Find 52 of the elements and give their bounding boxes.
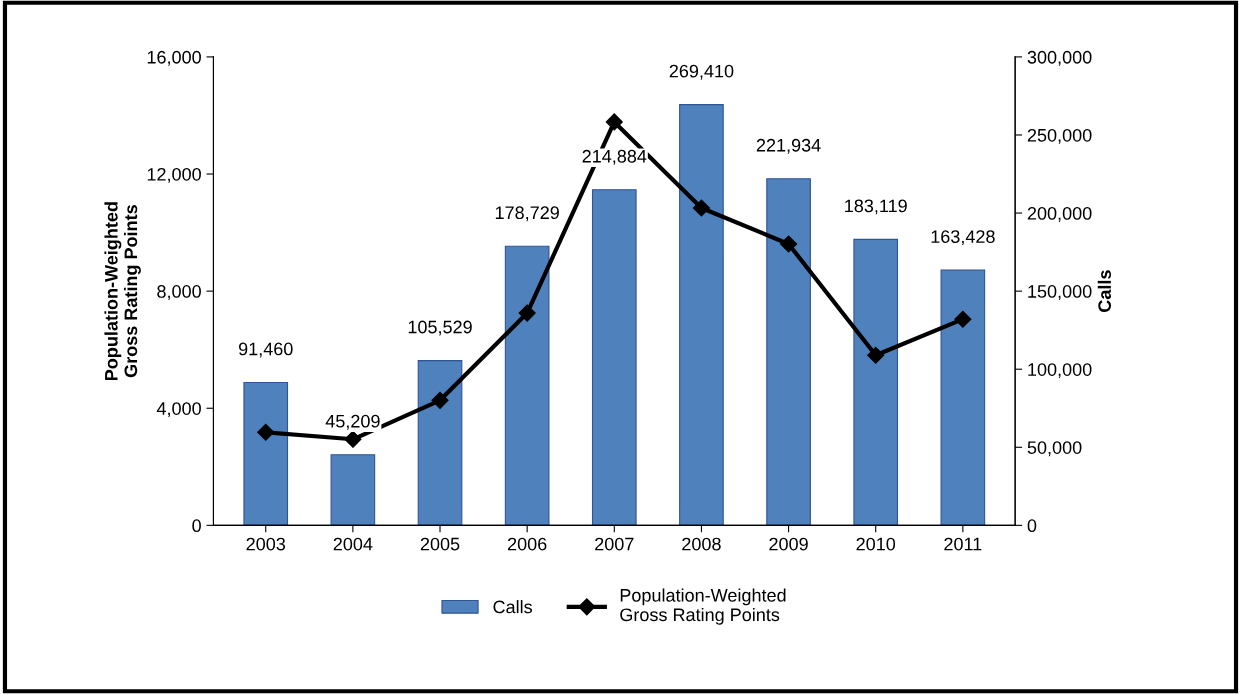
- y-tick-label: 8,000: [157, 285, 201, 300]
- y2-tick-label: 100,000: [1028, 363, 1092, 379]
- point: [954, 310, 972, 328]
- y2-tick-label: 300,000: [1027, 50, 1092, 66]
- point: [431, 391, 449, 409]
- bar: [591, 189, 637, 526]
- legend-label: Calls: [493, 600, 533, 614]
- y2-tick-label: 250,000: [1027, 128, 1092, 144]
- y2-tick-label: 50,000: [1027, 441, 1082, 457]
- point: [692, 199, 710, 217]
- bar: [330, 454, 376, 526]
- point: [605, 113, 623, 131]
- bar: [766, 178, 811, 526]
- x-tick-label: 2007: [595, 537, 634, 551]
- point: [257, 423, 275, 441]
- y2-tick-label: 150,000: [1028, 285, 1092, 300]
- x-tick-label: 2009: [769, 537, 808, 551]
- y-tick-label: 4,000: [156, 402, 201, 418]
- y2-axis-title: Calls: [1097, 270, 1112, 312]
- x-tick-label: 2005: [420, 537, 460, 551]
- y2-tick-label: 200,000: [1027, 206, 1092, 222]
- bar: [243, 381, 289, 526]
- bar: [679, 104, 724, 526]
- data-label: 269,410: [669, 64, 734, 80]
- bar: [504, 245, 550, 526]
- point: [867, 346, 885, 364]
- data-label: 45,209: [325, 414, 380, 430]
- data-label: 163,428: [931, 230, 995, 246]
- point: [518, 304, 536, 322]
- point: [780, 235, 798, 253]
- y-tick-label: 12,000: [147, 167, 201, 183]
- y-axis-title: Population-Weighted Gross Rating Points: [104, 202, 141, 381]
- x-tick-label: 2006: [507, 537, 547, 551]
- legend-label: Population-Weighted Gross Rating Points: [620, 588, 786, 625]
- bar: [940, 269, 986, 526]
- y2-tick-label: 0: [1027, 519, 1037, 533]
- data-label: 221,934: [756, 138, 821, 154]
- y-tick-label: 16,000: [147, 50, 201, 66]
- data-label: 178,729: [495, 206, 559, 222]
- data-label: 214,884: [582, 149, 647, 165]
- data-label: 91,460: [238, 342, 293, 358]
- x-tick-label: 2004: [333, 537, 373, 551]
- x-tick-label: 2010: [856, 537, 896, 551]
- x-tick-label: 2011: [944, 537, 982, 551]
- y-tick-label: 0: [192, 519, 201, 533]
- x-tick-label: 2008: [682, 537, 721, 551]
- bar: [853, 238, 899, 526]
- x-tick-label: 2003: [246, 537, 286, 551]
- data-label: 183,119: [845, 199, 907, 215]
- bar: [417, 360, 463, 526]
- data-label: 105,529: [408, 320, 472, 336]
- point: [344, 430, 362, 448]
